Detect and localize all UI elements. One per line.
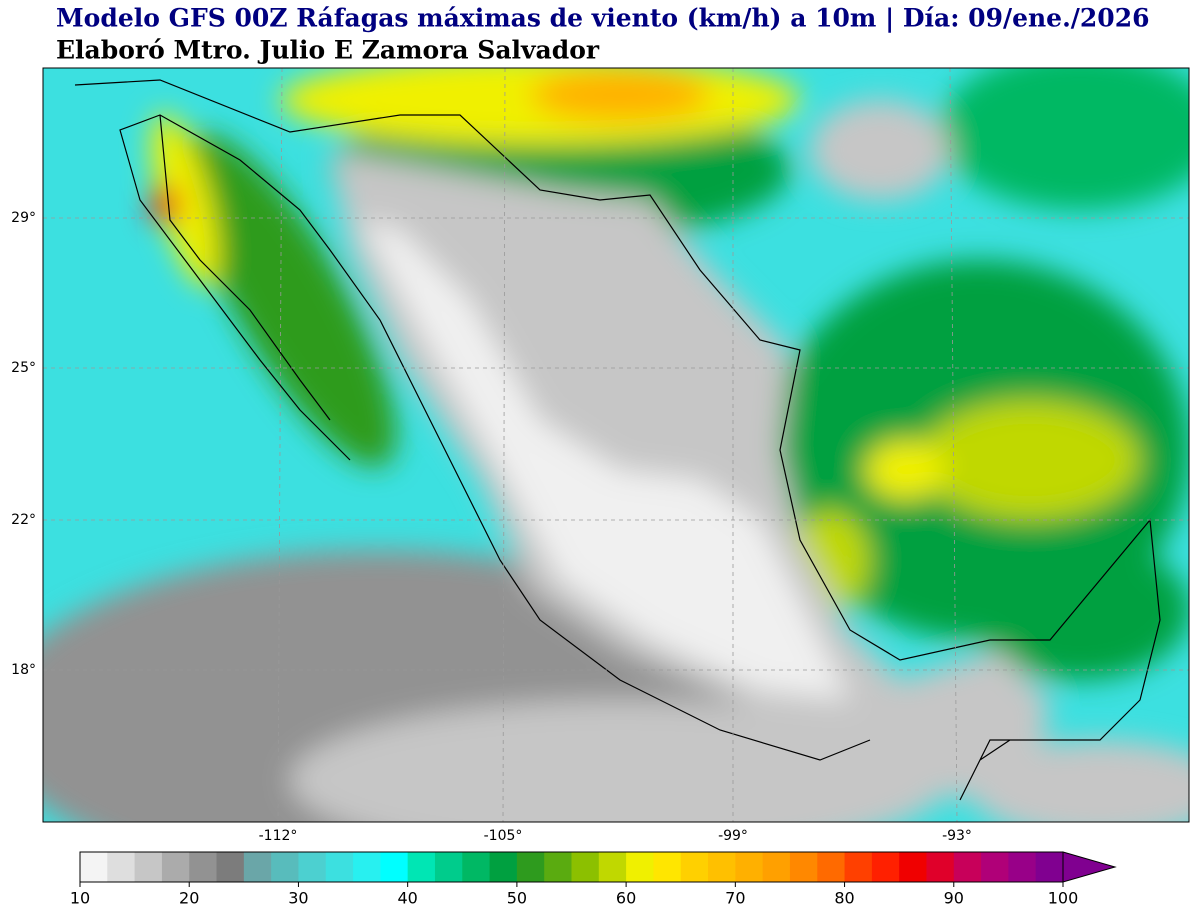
colorbar-level: [161, 852, 190, 882]
colorbar-level: [953, 852, 982, 882]
colorbar-level: [708, 852, 736, 882]
title: Modelo GFS 00Z Ráfagas máximas de viento…: [56, 4, 1150, 33]
subtitle: Elaboró Mtro. Julio E Zamora Salvador: [56, 36, 600, 65]
map-frame: [42, 67, 1190, 823]
colorbar-level: [462, 852, 491, 882]
colorbar-level: [735, 852, 764, 882]
longitude-label: -105°: [484, 828, 523, 844]
longitude-label: -112°: [259, 828, 298, 844]
colorbar-level: [298, 852, 327, 882]
colorbar-tick-label: 60: [616, 889, 636, 908]
colorbar-level: [189, 852, 218, 882]
colorbar-level: [544, 852, 572, 882]
colorbar-tick-label: 90: [944, 889, 964, 908]
colorbar-level: [516, 852, 545, 882]
colorbar-level: [680, 852, 709, 882]
colorbar-level: [789, 852, 818, 882]
colorbar-level: [489, 852, 518, 882]
colorbar-tick-label: 100: [1048, 889, 1079, 908]
wind-field: [43, 68, 1189, 822]
colorbar-tick-label: 40: [397, 889, 417, 908]
colorbar-level: [598, 852, 627, 882]
colorbar-level: [80, 852, 108, 882]
colorbar-tick-label: 10: [70, 889, 90, 908]
colorbar-level: [626, 852, 654, 882]
colorbar-tick-label: 50: [507, 889, 527, 908]
colorbar-level: [871, 852, 900, 882]
longitude-label: -93°: [942, 828, 972, 844]
colorbar-frame: [79, 851, 1064, 883]
colorbar-extension: [1062, 851, 1117, 883]
latitude-label: 29°: [11, 210, 36, 226]
colorbar-level: [353, 852, 381, 882]
colorbar-level: [1035, 852, 1064, 882]
colorbar-level: [434, 852, 463, 882]
colorbar-tick-label: 80: [834, 889, 854, 908]
colorbar-level: [380, 852, 409, 882]
colorbar-level: [1008, 852, 1037, 882]
colorbar-level: [844, 852, 873, 882]
colorbar-tick-label: 20: [179, 889, 199, 908]
colorbar-level: [981, 852, 1009, 882]
colorbar-level: [899, 852, 927, 882]
colorbar-tick-label: 70: [725, 889, 745, 908]
latitude-label: 22°: [11, 512, 36, 528]
latitude-label: 18°: [11, 662, 36, 678]
colorbar-level: [216, 852, 245, 882]
colorbar-level: [762, 852, 791, 882]
colorbar: 10 20 30 40 50 60 70 80 90 100: [70, 851, 1117, 908]
colorbar-level: [271, 852, 299, 882]
colorbar-level: [325, 852, 354, 882]
colorbar-level: [407, 852, 436, 882]
colorbar-level: [571, 852, 600, 882]
colorbar-level: [243, 852, 272, 882]
longitude-label: -99°: [718, 828, 748, 844]
colorbar-level: [653, 852, 682, 882]
colorbar-level: [134, 852, 163, 882]
colorbar-tick-label: 30: [288, 889, 308, 908]
colorbar-level: [817, 852, 846, 882]
colorbar-level: [107, 852, 136, 882]
latitude-label: 25°: [11, 360, 36, 376]
colorbar-level: [926, 852, 955, 882]
